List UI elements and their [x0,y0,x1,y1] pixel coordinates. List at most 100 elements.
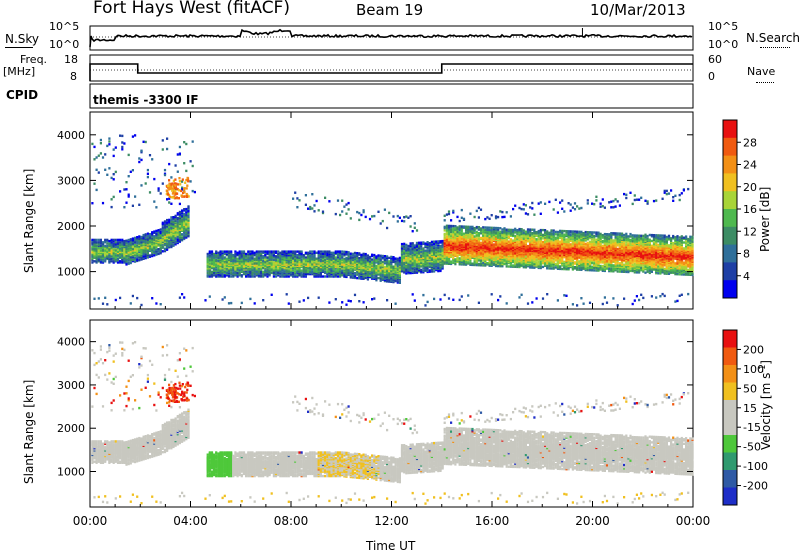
power-cell [524,204,527,207]
power-cell [520,228,523,231]
power-cell [537,243,540,246]
power-cell [373,253,376,257]
power-cell [168,218,171,222]
power-cell [482,238,485,241]
power-cell [238,267,241,270]
power-cell [484,253,487,256]
power-cell [550,232,553,236]
power-cell [518,242,521,245]
power-cell [396,260,399,263]
power-cell [326,257,329,260]
power-cell [488,226,491,229]
power-cell [140,235,143,239]
power-cell [309,207,312,211]
power-cell [418,247,421,250]
power-cell [298,300,301,303]
power-cell [373,270,376,273]
power-cell [353,251,357,255]
power-cell [441,253,444,256]
power-cell [418,266,421,269]
power-cell [353,271,357,275]
power-cell [161,148,164,151]
power-cell [465,229,468,232]
power-cell [309,250,312,253]
power-cell [497,237,500,240]
power-cell [296,256,299,259]
power-cell [345,272,348,275]
power-cell [289,257,293,260]
power-cell [274,250,278,253]
power-cell [482,251,485,254]
power-cell [415,266,419,270]
power-cell [272,258,275,262]
power-cell [281,257,284,260]
power-cell [99,244,102,248]
power-cell [469,254,472,257]
power-cell [289,268,293,271]
power-cell [409,257,412,261]
power-cell [556,299,559,302]
power-cell [516,262,519,265]
power-cell [345,271,348,274]
power-cell [366,254,369,257]
power-cell [554,246,557,249]
power-cell [341,269,344,272]
power-cell [548,250,551,253]
power-cell [181,186,184,189]
power-cell [371,265,374,268]
power-cell [151,158,154,161]
power-cell [279,257,282,260]
power-cell [373,271,376,275]
power-cell [441,241,444,244]
power-cell [526,261,530,264]
power-cell [166,229,169,232]
power-cell [294,251,297,254]
power-cell [488,243,491,246]
power-cell [106,257,109,261]
power-cell [418,263,421,266]
power-cell [319,267,322,270]
power-cell [245,252,248,256]
power-cell [375,260,378,263]
power-cell [272,267,275,270]
power-cell [257,250,260,253]
power-cell [161,240,164,243]
power-cell [477,232,480,235]
power-cell [460,263,463,266]
power-cell [482,264,485,267]
power-cell [405,261,408,264]
power-cell [324,275,327,278]
power-cell [390,255,393,259]
power-cell [377,256,380,260]
power-cell [274,251,278,254]
power-cell [178,296,181,299]
power-cell [460,258,463,261]
power-cell [386,255,389,258]
power-cell [465,256,468,259]
power-cell [123,257,126,261]
power-cell [178,202,181,206]
power-cell [484,228,487,232]
power-cell [317,296,320,299]
power-cell [386,280,389,283]
power-cell [445,224,448,227]
power-cell [153,230,156,233]
power-cell [206,271,209,275]
power-cell [227,267,231,270]
power-cell [101,156,105,159]
power-cell [294,257,297,260]
power-cell [349,263,352,266]
power-cell [112,195,115,199]
power-cell [262,299,265,302]
power-cell [458,227,461,230]
power-cell [351,261,354,264]
power-cell [138,247,141,250]
power-cell [157,252,160,256]
power-cell [236,267,239,270]
power-cell [127,153,130,157]
power-cell [166,228,169,231]
power-cell [187,219,190,222]
power-cell [465,248,468,251]
power-cell [360,266,363,270]
power-cell [379,270,382,273]
